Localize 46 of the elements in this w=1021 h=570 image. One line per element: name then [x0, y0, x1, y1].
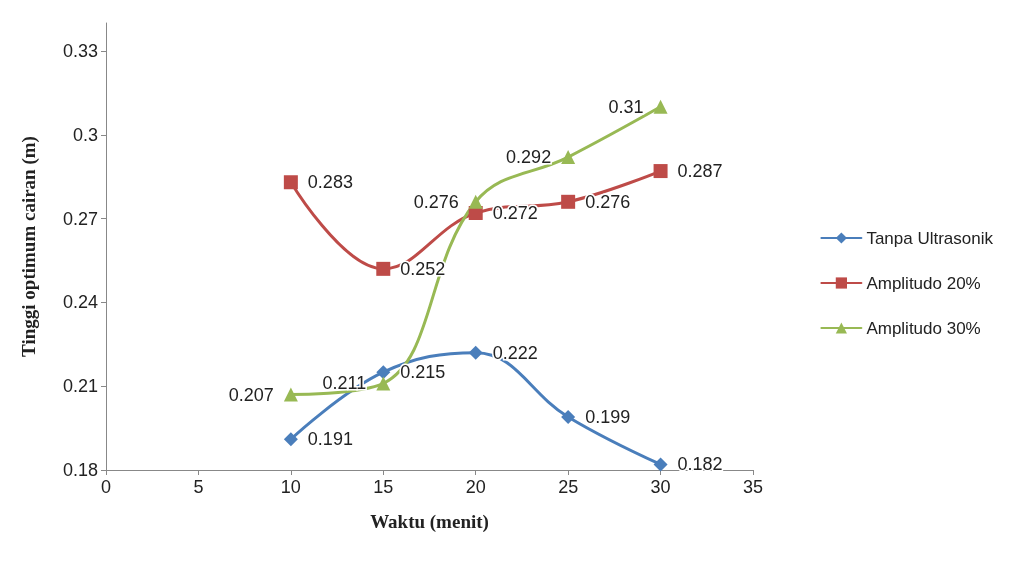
point	[283, 432, 298, 447]
data-label: 0.276	[585, 191, 631, 212]
x-tick-label: 0	[100, 477, 112, 497]
legend-label: Amplitudo 20%	[866, 273, 981, 293]
legend-label: Amplitudo 30%	[866, 318, 981, 338]
x-tick-label: 5	[193, 477, 204, 497]
y-tick-label: 0.21	[62, 376, 98, 397]
point	[561, 194, 576, 209]
x-tick-label: 20	[465, 477, 486, 497]
x-tick-label: 15	[373, 477, 394, 497]
point	[376, 261, 391, 276]
point	[376, 365, 391, 380]
point	[468, 194, 483, 209]
data-label: 0.207	[228, 384, 274, 405]
y-tick-label: 0.27	[62, 208, 98, 229]
legend-label: Tanpa Ultrasonik	[866, 228, 994, 248]
x-tick-label: 30	[650, 477, 671, 497]
point	[561, 150, 576, 165]
y-tick-label: 0.3	[72, 124, 98, 145]
data-label: 0.272	[492, 202, 538, 223]
point	[561, 409, 576, 424]
y-axis-title: Tinggi optimum cairan (m)	[18, 136, 40, 357]
data-label: 0.283	[307, 172, 353, 193]
y-tick-label: 0.18	[62, 460, 98, 480]
point	[376, 376, 391, 391]
data-label: 0.182	[677, 454, 723, 475]
x-tick-label: 35	[742, 477, 764, 497]
x-axis-title: Waktu (menit)	[370, 511, 489, 533]
data-label: 0.287	[677, 161, 723, 182]
point	[653, 164, 668, 179]
data-label: 0.292	[506, 147, 552, 168]
data-label: 0.31	[608, 96, 644, 117]
point	[653, 99, 668, 114]
point	[283, 387, 298, 402]
data-label: 0.276	[413, 191, 459, 212]
point	[468, 345, 483, 360]
point	[283, 175, 298, 190]
y-tick-label: 0.33	[62, 40, 98, 61]
data-label: 0.215	[400, 362, 446, 383]
x-tick-label: 25	[558, 477, 579, 497]
x-tick-label: 10	[280, 477, 301, 497]
data-label: 0.199	[585, 406, 631, 427]
data-label: 0.191	[307, 429, 353, 450]
data-label: 0.222	[492, 342, 538, 363]
y-tick-label: 0.24	[62, 292, 98, 313]
point	[653, 457, 668, 472]
